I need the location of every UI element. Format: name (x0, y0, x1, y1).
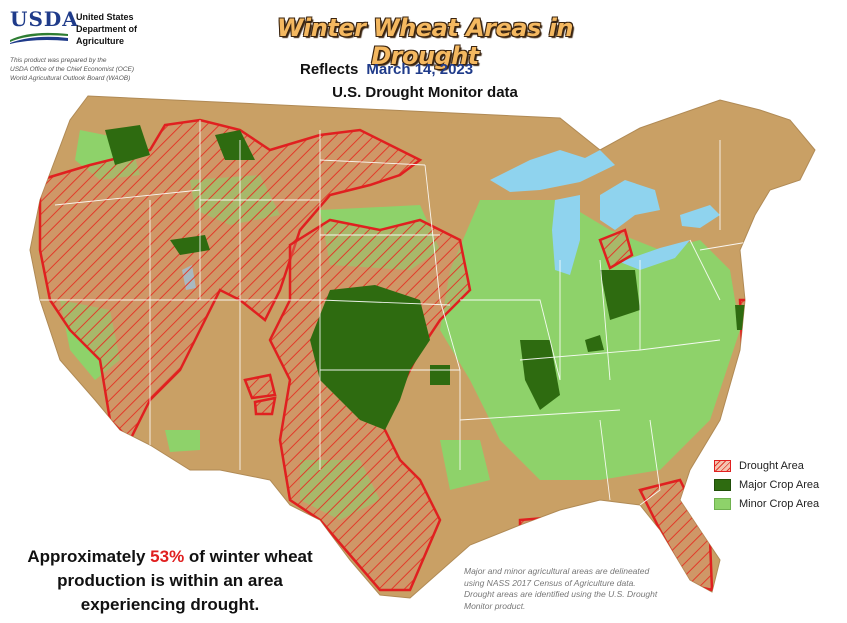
legend-item-major-crop: Major Crop Area (714, 475, 834, 494)
legend-label: Minor Crop Area (739, 497, 820, 510)
legend-label: Drought Area (739, 459, 804, 472)
prepared-by-credit: This product was prepared by the USDA Of… (10, 56, 210, 83)
agency-line-1: United States (76, 12, 134, 22)
map-title: Winter Wheat Areas in Drought (277, 14, 573, 70)
usda-logo-fields-icon (10, 32, 68, 44)
credit-line-2: USDA Office of the Chief Economist (OCE) (10, 66, 135, 73)
light-green-swatch (714, 497, 731, 510)
credit-line-1: This product was prepared by the (10, 57, 107, 64)
map-subtitle: U.S. Drought Monitor data (332, 84, 518, 101)
legend-item-drought: Drought Area (714, 456, 834, 475)
report-date: March 14, 2023 (366, 61, 474, 78)
legend-label: Major Crop Area (739, 478, 820, 491)
usda-logo-text: USDA (10, 7, 79, 31)
drought-summary: Approximately 53% of winter wheat produc… (10, 545, 330, 617)
agency-line-3: Agriculture (76, 36, 125, 46)
agency-name: United States Department of Agriculture (76, 11, 186, 47)
reflects-line: Reflects March 14, 2023 (300, 61, 550, 78)
legend: Drought Area Major Crop Area Minor Crop … (714, 456, 834, 513)
agency-line-2: Department of (76, 24, 138, 34)
dark-green-swatch (714, 478, 731, 491)
hatched-red-swatch (714, 459, 731, 472)
summary-text-after: of winter wheat production is within an … (57, 547, 313, 614)
methodology-note: Major and minor agricultural areas are d… (464, 566, 658, 611)
usda-logo: USDA (10, 7, 79, 46)
legend-item-minor-crop: Minor Crop Area (714, 494, 834, 513)
state-boundaries (40, 120, 761, 506)
drought-percentage: 53% (150, 547, 185, 566)
summary-text-before: Approximately (27, 547, 151, 566)
credit-line-3: World Agricultural Outlook Board (WAOB) (10, 75, 131, 82)
reflects-label: Reflects (300, 61, 359, 78)
